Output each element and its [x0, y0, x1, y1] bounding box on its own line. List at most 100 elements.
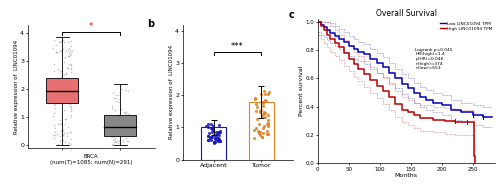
Point: [58, 98, 66, 101]
Point: [258, 105, 266, 108]
Point: [50, 112, 58, 115]
Point: [110, 137, 118, 140]
Point: [66, 51, 74, 54]
Point: [64, 55, 72, 58]
Point: [60, 81, 68, 84]
Point: [68, 63, 76, 66]
Point: [216, 129, 224, 132]
Point: [252, 110, 260, 113]
Point: [252, 97, 260, 101]
Point: [258, 135, 266, 139]
Point: [60, 87, 68, 90]
Point: [124, 116, 132, 119]
Point: [260, 89, 268, 93]
Point: [60, 97, 68, 100]
Point: [118, 119, 126, 122]
Point: [54, 91, 62, 94]
Point: [57, 93, 65, 96]
Point: [66, 98, 74, 101]
Point: [60, 117, 68, 120]
Point: [208, 126, 216, 129]
Point: [120, 144, 128, 147]
Point: [56, 122, 64, 125]
Point: [108, 106, 116, 109]
Point: [261, 111, 269, 114]
Point: [52, 100, 60, 103]
Point: [110, 117, 118, 120]
Point: [212, 136, 220, 139]
Point: [110, 115, 118, 118]
Point: [63, 77, 71, 80]
Point: [212, 137, 220, 140]
Point: [62, 100, 70, 103]
Point: [50, 70, 58, 73]
Point: [108, 143, 116, 146]
Point: [62, 81, 70, 84]
Y-axis label: Relative expression of  LINC01094: Relative expression of LINC01094: [168, 45, 173, 139]
Point: [116, 100, 124, 103]
Point: [115, 114, 123, 117]
Point: [52, 77, 60, 80]
Point: [116, 124, 124, 127]
Point: [52, 50, 60, 53]
Point: [114, 129, 122, 132]
Point: [67, 138, 75, 141]
Point: [261, 115, 269, 118]
Point: [108, 120, 116, 123]
Point: [125, 132, 133, 135]
Point: [50, 78, 58, 82]
Point: [116, 133, 124, 136]
Point: [50, 97, 58, 100]
Point: [204, 125, 212, 128]
Point: [58, 94, 66, 97]
Point: [114, 128, 122, 131]
Point: [61, 78, 69, 81]
Point: [110, 120, 118, 124]
Point: [61, 123, 69, 126]
Point: [57, 40, 65, 43]
Point: [62, 50, 70, 53]
Point: [61, 101, 69, 104]
Point: [51, 95, 59, 98]
Point: [111, 139, 119, 142]
Point: [208, 130, 216, 133]
Point: [112, 140, 120, 143]
Point: [67, 71, 75, 74]
Point: [56, 118, 64, 121]
Point: [63, 78, 71, 81]
Point: [214, 140, 222, 143]
Point: [204, 139, 212, 142]
Point: [64, 67, 72, 70]
Point: [68, 50, 76, 53]
Point: [60, 85, 68, 88]
Bar: [201, 127, 226, 160]
Point: [216, 131, 224, 134]
Point: [108, 105, 116, 108]
Point: [256, 110, 264, 113]
Point: [55, 101, 63, 104]
Point: [110, 138, 118, 141]
Point: [64, 48, 72, 51]
Point: [210, 134, 218, 137]
Point: [60, 61, 68, 64]
Point: [54, 41, 62, 44]
Text: c: c: [289, 10, 295, 20]
Point: [60, 109, 68, 112]
Point: [121, 111, 129, 114]
Point: [110, 134, 118, 137]
Point: [50, 96, 58, 99]
Point: [58, 100, 66, 103]
Point: [207, 135, 215, 138]
Point: [64, 66, 72, 69]
Point: [123, 119, 131, 122]
Point: [214, 137, 222, 140]
Point: [112, 120, 120, 123]
Point: [56, 101, 64, 104]
Point: [50, 101, 58, 104]
Point: [118, 133, 126, 136]
Point: [256, 93, 264, 96]
Point: [64, 97, 72, 100]
Point: [258, 115, 266, 118]
Point: [208, 127, 216, 131]
Point: [261, 93, 269, 96]
